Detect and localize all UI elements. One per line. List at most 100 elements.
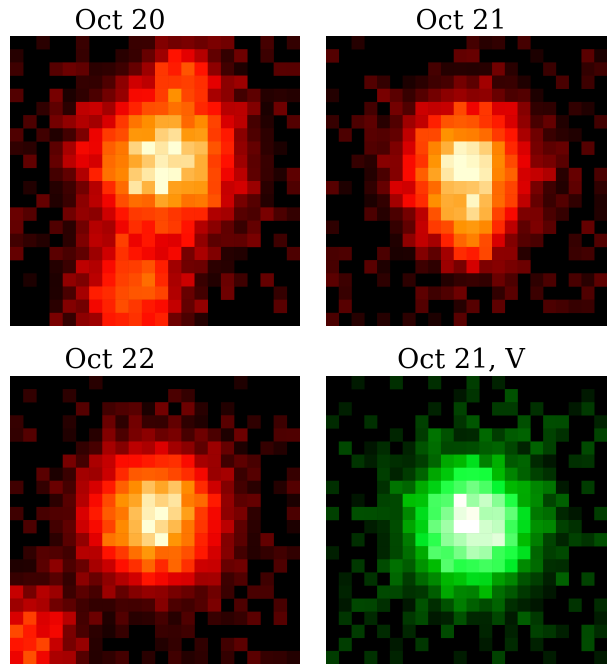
pixel xyxy=(89,559,103,573)
pixel xyxy=(273,546,288,560)
pixel xyxy=(466,115,480,129)
pixel xyxy=(543,480,557,495)
pixel xyxy=(543,415,557,429)
pixel xyxy=(466,207,480,221)
pixel xyxy=(440,115,454,129)
pixel xyxy=(517,441,531,455)
pixel xyxy=(364,181,378,195)
pixel xyxy=(530,624,544,639)
pixel xyxy=(155,181,169,195)
pixel xyxy=(89,533,103,547)
pixel xyxy=(115,467,129,481)
pixel xyxy=(326,546,340,560)
pixel xyxy=(155,637,169,652)
pixel xyxy=(428,493,442,508)
pixel xyxy=(415,167,429,182)
pixel xyxy=(286,520,300,534)
pixel xyxy=(286,428,300,442)
pixel xyxy=(428,128,442,142)
pixel xyxy=(466,260,480,274)
pixel xyxy=(62,650,77,664)
pixel xyxy=(23,611,37,625)
pixel xyxy=(504,260,518,274)
pixel xyxy=(220,637,235,652)
pixel xyxy=(234,75,248,89)
pixel xyxy=(141,101,156,116)
pixel xyxy=(286,207,300,221)
pixel xyxy=(181,624,195,639)
pixel xyxy=(568,533,582,547)
pixel xyxy=(234,88,248,103)
pixel xyxy=(181,506,195,521)
pixel xyxy=(377,520,391,534)
pixel xyxy=(181,141,195,155)
pixel xyxy=(338,246,352,261)
pixel xyxy=(115,559,129,573)
pixel xyxy=(10,585,24,599)
pixel xyxy=(326,415,340,429)
pixel xyxy=(364,154,378,169)
pixel xyxy=(555,75,569,89)
pixel xyxy=(89,493,103,508)
pixel xyxy=(364,441,378,455)
pixel xyxy=(75,75,90,89)
pixel xyxy=(49,493,63,508)
pixel xyxy=(115,611,129,625)
pixel xyxy=(466,467,480,481)
pixel xyxy=(581,441,595,455)
pixel xyxy=(504,441,518,455)
pixel xyxy=(23,637,37,652)
pixel xyxy=(453,585,467,599)
pixel xyxy=(402,246,416,261)
pixel xyxy=(10,415,24,429)
pixel xyxy=(504,273,518,287)
pixel xyxy=(128,62,143,76)
pixel xyxy=(141,312,156,326)
pixel xyxy=(234,428,248,442)
pixel xyxy=(492,62,506,76)
pixel xyxy=(220,520,235,534)
pixel xyxy=(594,115,607,129)
pixel xyxy=(168,572,182,586)
pixel xyxy=(62,585,77,599)
pixel xyxy=(115,585,129,599)
pixel xyxy=(194,506,208,521)
pixel xyxy=(220,49,235,63)
pixel xyxy=(10,598,24,612)
pixel xyxy=(155,598,169,612)
pixel xyxy=(543,493,557,508)
pixel xyxy=(504,467,518,481)
pixel xyxy=(415,506,429,521)
pixel xyxy=(168,246,182,261)
pixel xyxy=(49,260,63,274)
pixel xyxy=(581,62,595,76)
pixel xyxy=(466,101,480,116)
pixel xyxy=(479,115,493,129)
pixel xyxy=(286,36,300,50)
pixel xyxy=(234,233,248,248)
pixel xyxy=(234,220,248,234)
pixel xyxy=(364,611,378,625)
pixel xyxy=(102,141,116,155)
pixel xyxy=(260,115,274,129)
pixel xyxy=(594,624,607,639)
pixel xyxy=(168,389,182,403)
pixel xyxy=(220,207,235,221)
pixel xyxy=(389,533,403,547)
pixel xyxy=(49,572,63,586)
pixel xyxy=(207,75,222,89)
pixel xyxy=(530,101,544,116)
pixel xyxy=(155,506,169,521)
pixel xyxy=(415,585,429,599)
pixel xyxy=(273,299,288,314)
pixel xyxy=(23,389,37,403)
pixel xyxy=(234,546,248,560)
pixel xyxy=(402,506,416,521)
pixel xyxy=(351,115,365,129)
pixel xyxy=(389,115,403,129)
pixel xyxy=(594,207,607,221)
pixel xyxy=(453,286,467,300)
pixel xyxy=(530,402,544,416)
pixel xyxy=(415,520,429,534)
pixel xyxy=(75,598,90,612)
